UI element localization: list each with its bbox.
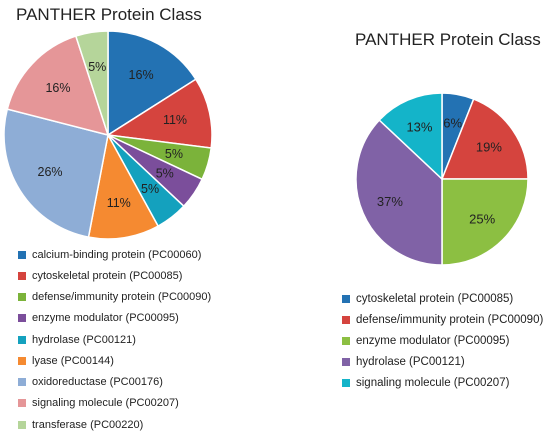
- legend-item: signaling molecule (PC00207): [342, 372, 543, 393]
- legend-item: hydrolase (PC00121): [342, 351, 543, 372]
- legend-label: defense/immunity protein (PC00090): [32, 291, 212, 304]
- chart-title: PANTHER Protein Class: [355, 30, 541, 49]
- legend-label: transferase (PC00220): [32, 418, 144, 431]
- pie-slice: [6, 35, 110, 137]
- legend-label: enzyme modulator (PC00095): [356, 334, 510, 347]
- legend-label: oxidoreductase (PC00176): [32, 376, 163, 389]
- legend-swatch: [18, 356, 26, 365]
- slice-data-label: 5%: [165, 147, 183, 161]
- legend-label: cytoskeletal protein (PC00085): [356, 292, 514, 305]
- legend-swatch: [342, 336, 350, 345]
- legend-item: cytoskeletal protein (PC00085): [342, 288, 543, 309]
- legend-label: signaling molecule (PC00207): [32, 397, 179, 410]
- slice-data-label: 37%: [377, 194, 403, 209]
- legend-swatch: [342, 378, 350, 387]
- legend-label: defense/immunity protein (PC00090): [356, 313, 544, 326]
- pie-slice: [441, 178, 529, 266]
- legend-item: defense/immunity protein (PC00090): [18, 287, 211, 308]
- chart-legend: cytoskeletal protein (PC00085) defense/im…: [342, 288, 543, 393]
- legend-label: calcium-binding protein (PC00060): [32, 248, 202, 261]
- pie-slice: [355, 119, 443, 266]
- pie-slice: [87, 132, 160, 240]
- legend-swatch: [342, 315, 350, 324]
- slice-data-label: 5%: [88, 60, 106, 74]
- legend-item: calcium-binding protein (PC00060): [18, 244, 211, 265]
- legend-item: enzyme modulator (PC00095): [342, 330, 543, 351]
- pie-chart: 16%11%5%5%5%11%26%16%5%: [3, 30, 213, 240]
- slice-data-label: 13%: [406, 119, 432, 134]
- legend-label: hydrolase (PC00121): [32, 333, 136, 346]
- slice-data-label: 5%: [156, 167, 174, 181]
- left-chart-panel: PANTHER Protein Class 16% 11% 5% 5% 5% 11% 26%…: [3, 5, 213, 435]
- legend-label: signaling molecule (PC00207): [356, 376, 510, 389]
- legend-label: cytoskeletal protein (PC00085): [32, 269, 183, 282]
- legend-item: enzyme modulator (PC00095): [18, 308, 211, 329]
- legend-label: enzyme modulator (PC00095): [32, 312, 179, 325]
- slice-data-label: 26%: [38, 165, 63, 179]
- chart-title: PANTHER Protein Class: [16, 5, 202, 24]
- legend-item: lyase (PC00144): [18, 350, 211, 371]
- chart-legend: calcium-binding protein (PC00060) cytoske…: [18, 244, 211, 435]
- legend-item: cytoskeletal protein (PC00085): [18, 265, 211, 286]
- legend-item: hydrolase (PC00121): [18, 329, 211, 350]
- slice-data-label: 19%: [476, 140, 502, 155]
- legend-swatch: [18, 271, 26, 280]
- pie-slice: [3, 108, 109, 239]
- slice-data-label: 11%: [107, 196, 131, 210]
- legend-swatch: [18, 335, 26, 344]
- slice-data-label: 5%: [141, 182, 159, 196]
- pie-slice: [440, 98, 529, 180]
- legend-label: lyase (PC00144): [32, 354, 114, 367]
- legend-swatch: [18, 378, 26, 387]
- pie-slice: [107, 30, 197, 137]
- pie-slice: [74, 30, 109, 136]
- slice-data-label: 25%: [469, 212, 495, 227]
- legend-item: defense/immunity protein (PC00090): [342, 309, 543, 330]
- slice-data-label: 16%: [45, 81, 70, 95]
- pie-slice: [378, 92, 443, 181]
- legend-item: oxidoreductase (PC00176): [18, 372, 211, 393]
- legend-item: signaling molecule (PC00207): [18, 393, 211, 414]
- slice-data-label: 16%: [129, 68, 154, 82]
- legend-swatch: [18, 399, 26, 408]
- pie-chart: 6% 19% 25% 37% 13%: [355, 92, 529, 266]
- legend-swatch: [18, 293, 26, 302]
- legend-swatch: [342, 357, 350, 366]
- slice-data-label: 6%: [443, 116, 462, 131]
- right-chart-panel: PANTHER Protein Class 6% 19% 25% 37% 13% cyt…: [290, 0, 550, 442]
- legend-swatch: [18, 314, 26, 323]
- legend-swatch: [18, 420, 26, 429]
- pie-slice: [105, 78, 213, 149]
- slice-data-label: 11%: [163, 113, 187, 127]
- legend-label: hydrolase (PC00121): [356, 355, 465, 368]
- legend-swatch: [18, 250, 26, 259]
- legend-item: transferase (PC00220): [18, 414, 211, 435]
- legend-swatch: [342, 294, 350, 303]
